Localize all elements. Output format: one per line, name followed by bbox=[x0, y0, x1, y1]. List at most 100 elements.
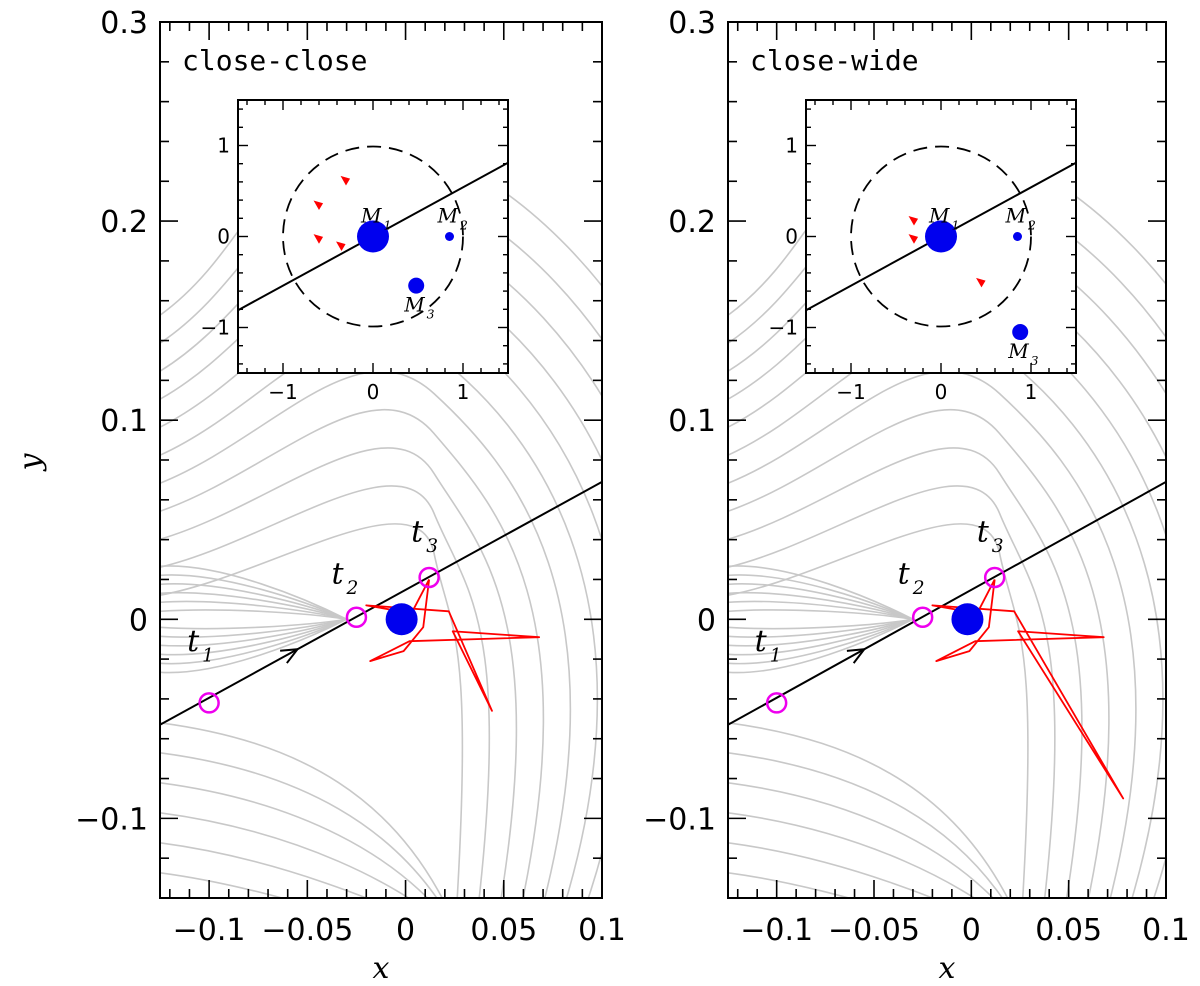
contour-line bbox=[728, 782, 995, 898]
y-tick-label: −0.1 bbox=[75, 802, 148, 837]
x-tick-label: 0 bbox=[962, 913, 981, 948]
image-position-marker bbox=[418, 566, 440, 589]
y-tick-label: 0.3 bbox=[100, 6, 148, 41]
y-tick-label: 0.1 bbox=[100, 404, 148, 439]
caustic-curve bbox=[931, 579, 1125, 800]
inset-x-tick-label: −1 bbox=[836, 380, 865, 404]
tick-marks bbox=[160, 21, 603, 899]
magnification-contours bbox=[160, 139, 602, 898]
contour-line bbox=[728, 408, 1110, 898]
x-tick-label: −0.05 bbox=[261, 913, 353, 948]
y-axis-label: y bbox=[13, 452, 48, 472]
contour-line bbox=[728, 523, 1029, 898]
x-axis-label: x bbox=[373, 951, 390, 986]
inset-caustic-fragment bbox=[313, 234, 324, 244]
contour-line bbox=[728, 752, 1004, 898]
contour-line bbox=[160, 812, 410, 898]
image-position-marker bbox=[911, 606, 934, 629]
x-tick-label: 0.05 bbox=[470, 913, 537, 948]
contour-line bbox=[728, 485, 1056, 898]
x-tick-label: 0 bbox=[396, 913, 415, 948]
x-tick-label: 0.1 bbox=[1142, 913, 1190, 948]
inset-x-tick-label: 0 bbox=[367, 380, 380, 404]
inset-x-tick-label: −1 bbox=[268, 380, 297, 404]
panel-close-close: t 1 t 2 t 3 −0.1 −0.05 0 0.05 0.1 −0.1 0 0.1 0.2 0.3 x cl… bbox=[75, 6, 626, 986]
inset-y-tick-label: −1 bbox=[769, 316, 798, 340]
contour-line bbox=[728, 842, 935, 898]
contour-line bbox=[160, 408, 545, 898]
y-tick-label: −0.1 bbox=[643, 802, 716, 837]
tick-marks bbox=[728, 21, 1167, 899]
inset-caustic-fragment bbox=[908, 234, 919, 244]
contour-line bbox=[160, 782, 429, 898]
contour-line bbox=[728, 812, 976, 898]
contour-line bbox=[160, 752, 438, 898]
caustic-curve bbox=[365, 579, 541, 712]
primary-lens-dot bbox=[951, 603, 984, 636]
trajectory-arrow bbox=[846, 648, 867, 664]
contour-line bbox=[160, 332, 599, 898]
contour-line bbox=[160, 722, 444, 898]
inset-y-tick-label: −1 bbox=[201, 316, 230, 340]
inset-ticks bbox=[806, 100, 1076, 373]
inset-caustic-fragment bbox=[976, 277, 986, 288]
contour-line bbox=[728, 370, 1137, 898]
inset-plot: M 1 M 2 M 3 −1 −1 0 0 1 1 bbox=[201, 99, 509, 404]
x-axis-label: x bbox=[939, 951, 956, 986]
plot-area: t 1 t 2 t 3 bbox=[160, 139, 602, 898]
inset-x-tick-label: 1 bbox=[457, 380, 470, 404]
einstein-ring-circle bbox=[850, 145, 1032, 328]
contour-line bbox=[160, 485, 491, 898]
image-position-marker bbox=[345, 606, 368, 629]
panel-label: close-close bbox=[182, 44, 367, 77]
inset-y-tick-label: 0 bbox=[217, 225, 230, 249]
contour-line bbox=[160, 842, 369, 898]
inset-area: M 1 M 2 M 3 bbox=[238, 145, 508, 328]
source-trajectory-line bbox=[160, 481, 602, 726]
contour-line bbox=[160, 523, 464, 898]
source-trajectory-line bbox=[728, 481, 1166, 726]
inset-x-tick-label: 1 bbox=[1025, 380, 1038, 404]
contour-line bbox=[160, 370, 572, 898]
inset-ticks bbox=[238, 100, 508, 373]
mass-M2 bbox=[1013, 232, 1022, 241]
inset-caustic-fragment bbox=[313, 200, 324, 211]
panel-label: close-wide bbox=[750, 44, 919, 77]
y-tick-label: 0.3 bbox=[668, 6, 716, 41]
image-position-marker bbox=[765, 692, 788, 714]
y-tick-label: 0.2 bbox=[100, 205, 148, 240]
contour-line bbox=[160, 447, 518, 898]
mass-M2 bbox=[445, 232, 454, 241]
contour-line bbox=[728, 722, 1009, 898]
x-tick-label: 0.05 bbox=[1035, 913, 1102, 948]
image-position-marker bbox=[983, 566, 1006, 589]
contour-line bbox=[160, 872, 286, 898]
y-tick-label: 0.1 bbox=[668, 404, 716, 439]
inset-y-tick-label: 1 bbox=[217, 134, 230, 158]
mass-M1 bbox=[357, 220, 389, 253]
inset-area: M 1 M 2 M 3 bbox=[806, 145, 1076, 368]
inset-y-tick-label: 1 bbox=[785, 134, 798, 158]
x-tick-label: −0.05 bbox=[828, 913, 920, 948]
inset-y-tick-label: 0 bbox=[785, 225, 798, 249]
image-position-marker bbox=[198, 692, 220, 714]
inset-plot: M 1 M 2 M 3 −1 −1 0 0 1 1 bbox=[769, 99, 1077, 404]
einstein-ring-circle bbox=[282, 145, 464, 328]
inset-caustic-fragment bbox=[340, 175, 351, 186]
panel-close-wide: t 1 t 2 t 3 −0.1 −0.05 0 0.05 0.1 −0.1 0 0.1 0.2 0.3 x cl… bbox=[643, 6, 1190, 986]
inset-x-tick-label: 0 bbox=[935, 380, 948, 404]
inset-caustic-fragment bbox=[336, 241, 346, 251]
x-tick-label: −0.1 bbox=[173, 913, 246, 948]
